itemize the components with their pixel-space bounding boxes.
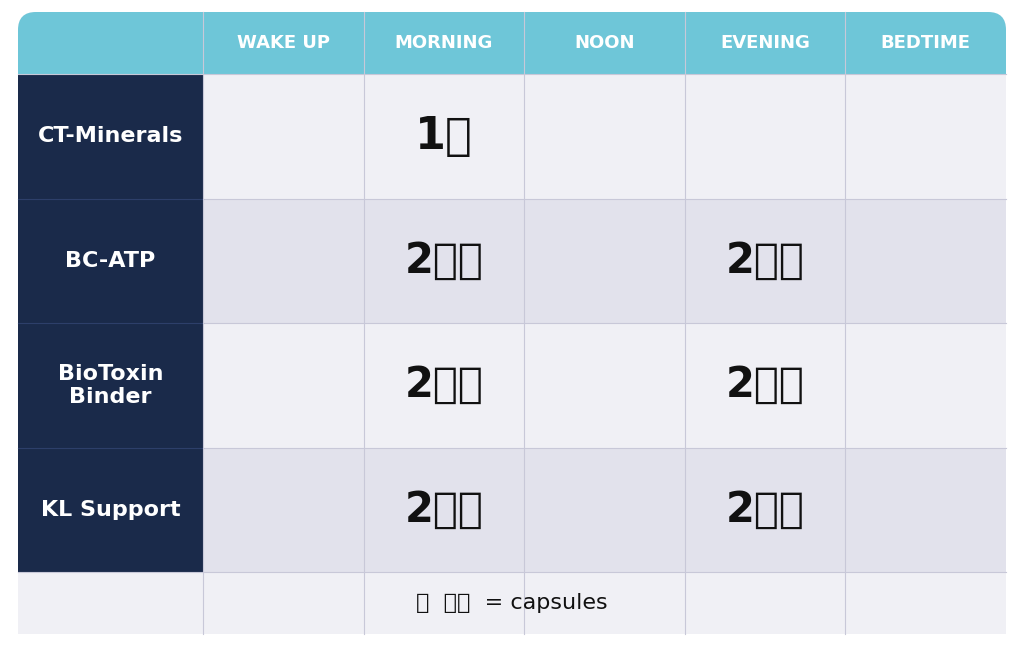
Bar: [685, 323, 846, 448]
Text: 2💊💊: 2💊💊: [404, 240, 483, 282]
FancyBboxPatch shape: [18, 74, 203, 572]
Bar: [203, 323, 364, 448]
Bar: [18, 43, 1006, 74]
Bar: [846, 323, 1006, 448]
Text: BEDTIME: BEDTIME: [881, 34, 971, 52]
Text: EVENING: EVENING: [720, 34, 810, 52]
Bar: [364, 448, 524, 572]
Text: NOON: NOON: [574, 34, 635, 52]
Bar: [364, 323, 524, 448]
Bar: [18, 74, 203, 323]
Bar: [18, 572, 1006, 634]
Bar: [524, 448, 685, 572]
Bar: [524, 198, 685, 323]
Text: BC-ATP: BC-ATP: [66, 251, 156, 271]
Bar: [364, 198, 524, 323]
Text: KL Support: KL Support: [41, 500, 180, 520]
Bar: [203, 74, 364, 198]
Bar: [18, 323, 203, 572]
Bar: [685, 198, 846, 323]
Text: 2💊💊: 2💊💊: [404, 489, 483, 531]
Bar: [524, 74, 685, 198]
Bar: [111, 74, 203, 572]
Bar: [685, 448, 846, 572]
Text: CT-Minerals: CT-Minerals: [38, 126, 183, 146]
Bar: [846, 74, 1006, 198]
Text: 💊  💊💊  = capsules: 💊 💊💊 = capsules: [416, 593, 608, 613]
FancyBboxPatch shape: [18, 12, 1006, 74]
Bar: [364, 74, 524, 198]
Text: BioToxin
Binder: BioToxin Binder: [57, 364, 163, 407]
Bar: [846, 448, 1006, 572]
Text: 2💊💊: 2💊💊: [726, 489, 805, 531]
Bar: [846, 198, 1006, 323]
Text: MORNING: MORNING: [394, 34, 494, 52]
FancyBboxPatch shape: [18, 12, 1006, 634]
Text: 2💊💊: 2💊💊: [404, 364, 483, 406]
Text: 1💊: 1💊: [415, 115, 473, 158]
Bar: [685, 74, 846, 198]
Bar: [524, 323, 685, 448]
Text: 2💊💊: 2💊💊: [726, 240, 805, 282]
Bar: [203, 448, 364, 572]
Bar: [203, 198, 364, 323]
Text: 2💊💊: 2💊💊: [726, 364, 805, 406]
Text: WAKE UP: WAKE UP: [237, 34, 330, 52]
